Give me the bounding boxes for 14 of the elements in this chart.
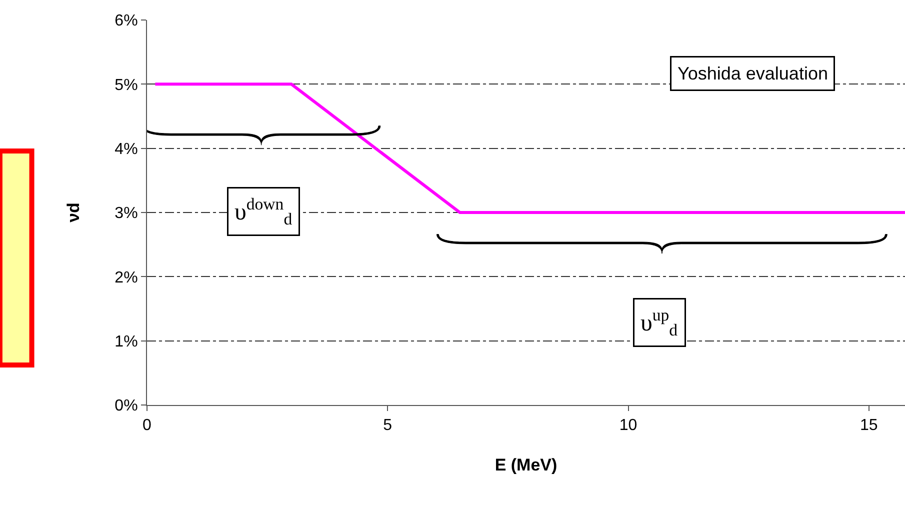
y-tick-label: 1% [114,333,138,350]
x-tick-label: 0 [142,417,152,434]
y-axis-title: νd [64,202,84,222]
x-tick-label: 5 [383,417,392,434]
x-tick-label: 10 [619,417,638,434]
y-tick-label: 6% [114,12,138,30]
y-tick-label: 3% [114,205,138,222]
x-tick-label: 15 [860,417,878,434]
y-tick-label: 4% [114,140,138,158]
x-axis-title: E (MeV) [494,456,558,475]
y-tick-label: 0% [114,398,138,415]
y-tick-label: 2% [114,269,138,286]
y-tick-label: 5% [114,76,138,94]
annotation: Yoshida evaluation [678,64,828,84]
